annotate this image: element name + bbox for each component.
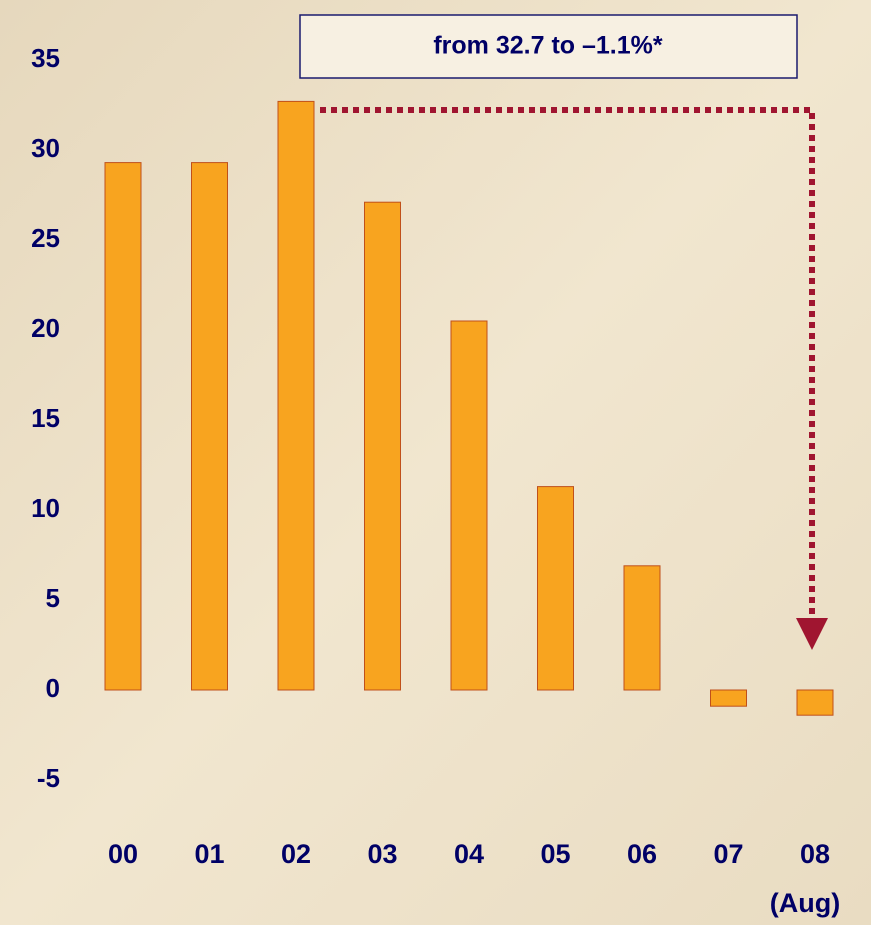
bar [278,101,314,690]
y-tick-label: 0 [46,673,60,703]
x-tick-label: 07 [713,839,743,869]
y-tick-label: 15 [31,403,60,433]
y-tick-label: -5 [37,763,60,793]
y-tick-label: 5 [46,583,60,613]
chart: from 32.7 to –1.1%* (Aug) -5051015202530… [0,0,871,925]
bar [365,202,401,690]
x-tick-label: 05 [540,839,570,869]
x-tick-label: 01 [194,839,224,869]
x-tick-label: 03 [367,839,397,869]
x-tick-label: 08 [800,839,830,869]
x-tick-label: 04 [454,839,484,869]
bar [451,321,487,690]
category-note: (Aug) [770,888,840,918]
bar [538,487,574,690]
y-tick-label: 20 [31,313,60,343]
y-tick-label: 30 [31,133,60,163]
x-tick-label: 00 [108,839,138,869]
annotation: from 32.7 to –1.1%* [433,32,663,60]
bar [624,566,660,690]
y-tick-label: 35 [31,43,60,73]
y-tick-label: 25 [31,223,60,253]
bar [105,163,141,690]
y-tick-label: 10 [31,493,60,523]
x-tick-label: 06 [627,839,657,869]
bar [711,690,747,706]
bar [192,163,228,690]
bar [797,690,833,715]
x-tick-label: 02 [281,839,311,869]
